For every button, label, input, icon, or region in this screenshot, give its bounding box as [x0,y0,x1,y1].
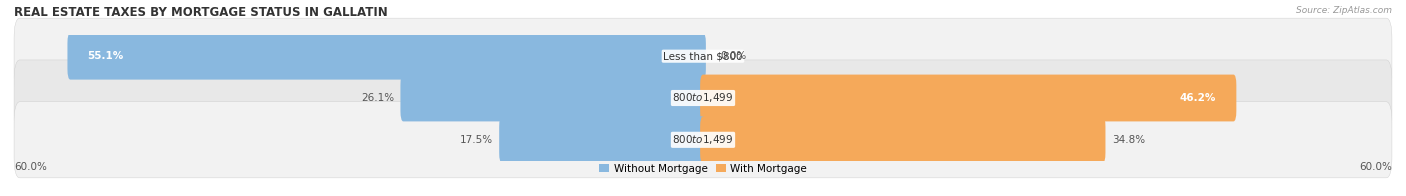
Text: 0.0%: 0.0% [720,51,747,61]
Text: $800 to $1,499: $800 to $1,499 [672,92,734,104]
FancyBboxPatch shape [700,75,1236,121]
Text: Less than $800: Less than $800 [664,51,742,61]
FancyBboxPatch shape [401,75,706,121]
FancyBboxPatch shape [14,102,1392,178]
Text: Source: ZipAtlas.com: Source: ZipAtlas.com [1296,6,1392,15]
Text: 55.1%: 55.1% [87,51,124,61]
FancyBboxPatch shape [499,116,706,163]
FancyBboxPatch shape [14,60,1392,136]
Text: 46.2%: 46.2% [1180,93,1216,103]
Text: 26.1%: 26.1% [361,93,394,103]
Text: 60.0%: 60.0% [1360,162,1392,172]
Text: 34.8%: 34.8% [1112,135,1144,145]
Legend: Without Mortgage, With Mortgage: Without Mortgage, With Mortgage [595,160,811,178]
Text: REAL ESTATE TAXES BY MORTGAGE STATUS IN GALLATIN: REAL ESTATE TAXES BY MORTGAGE STATUS IN … [14,6,388,19]
FancyBboxPatch shape [14,18,1392,94]
Text: 60.0%: 60.0% [14,162,46,172]
Text: 17.5%: 17.5% [460,135,494,145]
Text: $800 to $1,499: $800 to $1,499 [672,133,734,146]
FancyBboxPatch shape [67,33,706,80]
FancyBboxPatch shape [700,116,1105,163]
